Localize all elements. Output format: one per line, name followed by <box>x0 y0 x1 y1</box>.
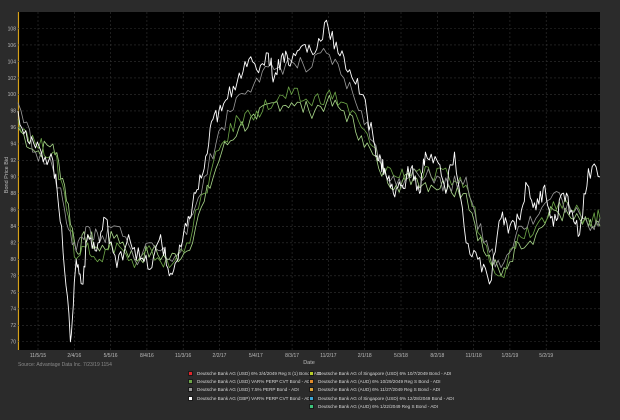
x-tick-label: 1/31/19 <box>502 353 519 359</box>
series-layer <box>17 19 601 343</box>
y-tick-label: 82 <box>10 241 16 247</box>
y-axis-label: Bond Price Bid <box>4 157 10 193</box>
legend-swatch <box>309 370 314 376</box>
y-tick-label: 84 <box>10 224 16 230</box>
legend-label: Deutsche Bank AG (AUD) 6% 11/27/2049 Reg… <box>318 387 441 393</box>
x-tick-label: 8/3/17 <box>285 353 299 359</box>
y-tick-label: 96 <box>10 125 16 131</box>
legend-label: Deutsche Bank AG of Singapore (USD) 6% 1… <box>318 395 454 401</box>
legend-label: Deutsche Bank AG (USD) 7.5% PERP Bond - … <box>197 387 299 393</box>
y-tick-label: 90 <box>10 175 16 181</box>
y-tick-label: 104 <box>8 59 17 65</box>
legend-swatch <box>188 370 193 376</box>
x-tick-label: 5/3/18 <box>394 353 408 359</box>
y-tick-label: 78 <box>10 274 16 280</box>
legend-swatch <box>309 387 314 393</box>
y-tick-label: 102 <box>8 76 17 82</box>
y-tick-label: 88 <box>10 191 16 197</box>
x-tick-label: 5/5/16 <box>104 353 118 359</box>
legend-swatch <box>309 395 314 401</box>
y-tick-label: 70 <box>10 340 16 346</box>
legend-item: Deutsche Bank AG (USD) 7.5% PERP Bond - … <box>188 387 309 393</box>
legend: Deutsche Bank AG (USD) 6% 3/4/2049 Reg S… <box>188 370 454 410</box>
tick-labels: 70 72 74 76 78 80 82 84 86 88 90 92 94 96 98 100 102 104 1… <box>8 26 554 359</box>
x-tick-label: 2/1/18 <box>358 353 372 359</box>
legend-label: Deutsche Bank AG (AUD) 6% 10/29/2049 Reg… <box>318 378 441 384</box>
plot-background <box>18 12 600 350</box>
legend-item <box>188 404 309 410</box>
legend-swatch <box>188 378 193 384</box>
series-line <box>17 19 601 343</box>
x-tick-label: 5/2/19 <box>539 353 553 359</box>
grid <box>18 12 600 350</box>
legend-item: Deutsche Bank AG (USD) VAR% PERP CVT Bon… <box>188 378 312 384</box>
legend-item: Deutsche Bank AG (AUD) 6% 11/27/2049 Reg… <box>309 387 449 393</box>
legend-swatch <box>309 404 314 410</box>
y-tick-label: 74 <box>10 307 16 313</box>
x-tick-label: 8/2/18 <box>430 353 444 359</box>
source-note: Source: Advantage Data Inc. 7/23/19 1154 <box>18 362 112 368</box>
legend-item: Deutsche Bank AG (USD) 6% 3/4/2049 Reg S… <box>188 370 321 376</box>
legend-item: Deutsche Bank AG (AUD) 6% 10/29/2049 Reg… <box>309 378 449 384</box>
x-axis-label: Date <box>303 360 315 366</box>
x-tick-label: 11/1/18 <box>465 353 482 359</box>
legend-label: Deutsche Bank AG (AUD) 6% 1/22/2049 Reg … <box>318 404 439 410</box>
legend-swatch <box>188 387 193 393</box>
x-tick-label: 2/2/17 <box>213 353 227 359</box>
x-tick-label: 2/4/16 <box>67 353 81 359</box>
x-tick-label: 11/5/15 <box>30 353 47 359</box>
y-tick-label: 86 <box>10 208 16 214</box>
y-tick-label: 94 <box>10 142 16 148</box>
legend-label: Deutsche Bank AG (GBP) VAR% PERP CVT Bon… <box>197 395 312 401</box>
y-tick-label: 106 <box>8 43 17 49</box>
y-tick-label: 72 <box>10 323 16 329</box>
legend-swatch <box>188 395 193 401</box>
legend-item: Deutsche Bank AG (GBP) VAR% PERP CVT Bon… <box>188 395 312 401</box>
legend-label: Deutsche Bank AG (USD) VAR% PERP CVT Bon… <box>197 378 312 384</box>
y-tick-label: 108 <box>8 26 17 32</box>
x-tick-label: 11/2/17 <box>320 353 337 359</box>
legend-item: Deutsche Bank AG of Singapore (USD) 6% 1… <box>309 370 452 376</box>
legend-item: Deutsche Bank AG of Singapore (USD) 6% 1… <box>309 395 454 401</box>
legend-swatch <box>309 378 314 384</box>
legend-label: Deutsche Bank AG of Singapore (USD) 6% 1… <box>318 370 452 376</box>
y-tick-label: 98 <box>10 109 16 115</box>
y-tick-label: 80 <box>10 257 16 263</box>
y-tick-label: 100 <box>8 92 17 98</box>
y-tick-label: 76 <box>10 290 16 296</box>
x-tick-label: 5/4/17 <box>249 353 263 359</box>
legend-item: Deutsche Bank AG (AUD) 6% 1/22/2049 Reg … <box>309 404 449 410</box>
x-tick-label: 11/3/16 <box>175 353 192 359</box>
series-line <box>17 47 601 269</box>
legend-label: Deutsche Bank AG (USD) 6% 3/4/2049 Reg S… <box>197 370 322 376</box>
series-line <box>17 86 601 279</box>
y-tick-label: 92 <box>10 158 16 164</box>
x-tick-label: 8/4/16 <box>140 353 154 359</box>
